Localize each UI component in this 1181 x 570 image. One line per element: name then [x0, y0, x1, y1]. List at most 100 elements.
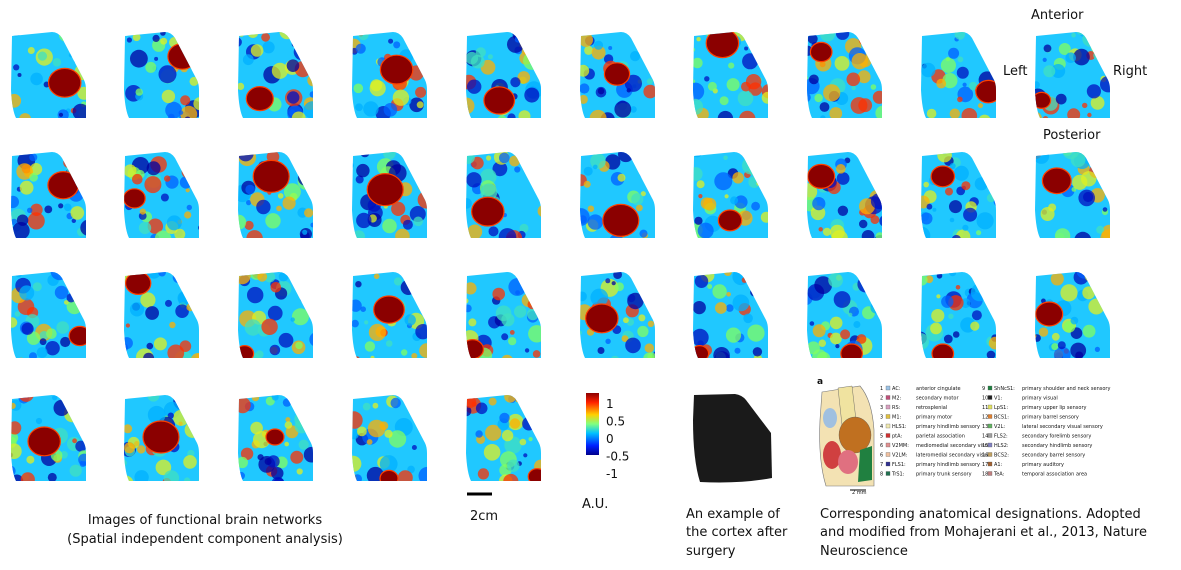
map-patch [264, 458, 272, 465]
map-patch [63, 203, 72, 212]
map-patch [879, 32, 882, 37]
map-patch [180, 105, 198, 118]
map-patch [756, 272, 768, 284]
map-patch [605, 278, 611, 284]
map-patch [624, 74, 642, 92]
map-patch [271, 467, 284, 480]
network-map [580, 272, 655, 358]
map-patch [402, 219, 413, 230]
map-patch [836, 172, 850, 185]
map-patch [1065, 52, 1076, 63]
map-patch [292, 275, 302, 285]
map-patch [693, 328, 709, 347]
map-patch [499, 152, 510, 164]
map-patch [184, 211, 192, 219]
map-patch [475, 402, 488, 415]
map-patch [411, 353, 418, 358]
map-patch [195, 62, 199, 76]
map-patch [124, 424, 133, 434]
map-patch [384, 429, 393, 438]
map-patch [643, 84, 655, 99]
map-hotspot [602, 203, 640, 238]
map-patch [945, 187, 953, 196]
map-patch [147, 395, 160, 402]
map-patch [12, 222, 30, 238]
map-patch [379, 421, 389, 431]
map-patch [1035, 111, 1042, 118]
map-patch [1067, 108, 1081, 118]
caption-line: An example of [686, 507, 780, 522]
map-patch [125, 323, 130, 328]
legend-swatch [987, 433, 993, 438]
map-patch [257, 454, 264, 461]
map-patch [1082, 324, 1096, 338]
map-patch [240, 447, 254, 460]
map-patch [358, 32, 369, 41]
map-patch [352, 230, 365, 238]
colorbar-tick-label: 0 [606, 432, 614, 446]
map-patch [1035, 333, 1037, 339]
map-patch [153, 337, 167, 351]
map-patch [303, 101, 313, 118]
map-patch [693, 47, 695, 53]
map-patch [290, 317, 295, 322]
map-patch [818, 339, 826, 347]
map-patch [261, 32, 270, 42]
map-patch [952, 331, 960, 338]
map-hotspot [245, 86, 274, 112]
map-patch [294, 419, 309, 434]
map-patch [238, 32, 245, 37]
map-patch [68, 53, 73, 58]
map-patch [760, 211, 768, 223]
map-patch [81, 282, 86, 295]
legend-num: 10 [982, 396, 988, 402]
map-patch [269, 344, 281, 356]
map-patch [11, 195, 19, 209]
map-patch [1100, 152, 1110, 158]
map-patch [313, 221, 319, 227]
map-patch [297, 170, 313, 186]
map-texture [238, 395, 313, 481]
map-patch [285, 417, 291, 423]
legend-num: 8 [880, 472, 883, 478]
map-patch [625, 337, 641, 354]
map-patch [405, 153, 413, 161]
map-patch [936, 273, 943, 279]
network-map [238, 395, 313, 481]
map-patch [986, 272, 996, 279]
map-texture [124, 152, 199, 238]
map-patch [1083, 191, 1094, 203]
map-patch [161, 89, 176, 104]
map-patch [529, 287, 541, 302]
map-texture [580, 272, 655, 358]
map-patch [539, 70, 541, 78]
map-patch [590, 153, 606, 169]
map-patch [976, 230, 982, 236]
map-patch [693, 167, 703, 181]
network-map [807, 272, 882, 358]
map-patch [1104, 62, 1110, 70]
map-patch [78, 32, 86, 40]
map-patch [693, 300, 706, 315]
map-patch [379, 455, 398, 473]
atlas-region [823, 408, 837, 428]
map-patch [192, 32, 199, 40]
legend-abbr: M1: [892, 415, 901, 421]
map-hotspot [366, 172, 404, 207]
map-patch [714, 172, 733, 191]
map-patch [308, 276, 313, 282]
map-patch [352, 411, 363, 430]
map-patch [840, 329, 851, 340]
legend-swatch [885, 442, 891, 448]
map-patch [814, 93, 823, 103]
map-patch [73, 57, 81, 64]
map-patch [1103, 152, 1110, 165]
map-patch [466, 282, 477, 295]
map-patch [820, 115, 826, 118]
map-patch [172, 272, 185, 284]
map-patch [828, 272, 843, 288]
map-patch [282, 398, 292, 407]
atlas-region [838, 450, 858, 474]
map-patch [970, 283, 989, 302]
map-patch [158, 272, 166, 277]
